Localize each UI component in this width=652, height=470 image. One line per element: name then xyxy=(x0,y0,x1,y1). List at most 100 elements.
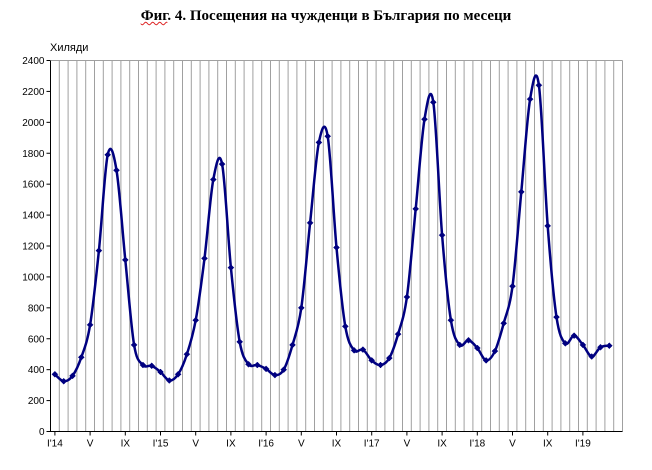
data-point-marker xyxy=(500,319,508,327)
y-tick-label: 800 xyxy=(28,303,45,314)
y-tick-label: 2000 xyxy=(22,118,45,129)
data-point-marker xyxy=(174,370,182,378)
x-tick-label: IX xyxy=(437,439,447,450)
y-tick-label: 1800 xyxy=(22,149,45,160)
data-point-marker xyxy=(412,205,420,213)
data-point-marker xyxy=(341,323,349,330)
data-point-marker xyxy=(526,95,534,103)
x-tick-label: IX xyxy=(121,439,131,450)
data-point-marker xyxy=(271,371,279,379)
y-tick-label: 0 xyxy=(39,427,45,438)
data-point-marker xyxy=(227,264,235,271)
y-tick-label: 400 xyxy=(28,365,45,376)
data-point-marker xyxy=(218,160,226,168)
x-tick-label: IX xyxy=(226,439,236,450)
data-point-marker xyxy=(385,354,393,362)
data-point-marker xyxy=(517,188,525,196)
x-tick-label: I'16 xyxy=(258,439,274,450)
x-tick-label: V xyxy=(298,439,305,450)
x-tick-label: V xyxy=(509,439,516,450)
data-point-marker xyxy=(262,365,270,373)
data-point-marker xyxy=(553,313,560,321)
data-point-marker xyxy=(209,176,217,183)
y-tick-label: 2200 xyxy=(22,87,45,98)
data-point-marker xyxy=(297,304,305,312)
y-axis-label: Хиляди xyxy=(50,42,88,54)
y-tick-label: 600 xyxy=(28,334,45,345)
x-tick-label: IX xyxy=(332,439,342,450)
data-point-marker xyxy=(253,361,261,369)
data-point-marker xyxy=(192,316,200,324)
data-point-marker xyxy=(421,115,428,123)
data-point-marker xyxy=(588,353,596,360)
data-point-marker xyxy=(86,321,94,329)
data-point-marker xyxy=(69,372,76,380)
data-point-marker xyxy=(289,341,296,349)
data-point-marker xyxy=(139,361,147,369)
data-point-marker xyxy=(60,377,68,385)
data-point-marker xyxy=(77,353,85,361)
data-point-marker xyxy=(201,255,208,262)
x-tick-label: I'18 xyxy=(469,439,485,450)
chart-title-prefix: Фиг xyxy=(140,8,168,24)
data-point-marker xyxy=(157,368,164,376)
data-point-marker xyxy=(403,293,411,301)
data-point-marker xyxy=(473,344,481,352)
data-point-marker xyxy=(359,346,367,353)
data-point-marker xyxy=(315,139,323,146)
data-point-marker xyxy=(148,362,156,370)
data-point-marker xyxy=(438,231,446,239)
x-tick-labels: I'14 V IX I'15 V IX I'16 V IX I'17 V IX I'18 V IX I'19 xyxy=(47,431,591,450)
data-point-marker xyxy=(183,350,191,358)
x-tick-label: I'15 xyxy=(153,439,169,450)
data-point-marker xyxy=(333,244,340,251)
data-point-marker xyxy=(535,81,543,89)
data-point-marker xyxy=(597,343,604,351)
data-point-marker xyxy=(95,247,103,254)
y-tick-label: 200 xyxy=(28,396,45,407)
y-tick-label: 1200 xyxy=(22,242,45,253)
x-tick-label: IX xyxy=(543,439,553,450)
data-point-marker xyxy=(245,360,252,368)
data-point-marker xyxy=(113,166,120,174)
data-point-marker xyxy=(394,330,402,338)
data-point-marker xyxy=(465,336,472,344)
x-tick-label: V xyxy=(87,439,94,450)
data-point-marker xyxy=(429,98,437,106)
data-point-marker xyxy=(605,342,613,350)
x-tick-label: I'17 xyxy=(364,439,380,450)
y-tick-label: 2400 xyxy=(22,56,45,67)
y-tick-labels: 0 200 400 600 800 1000 1200 1400 1600 1800 2000 220… xyxy=(22,56,51,438)
data-point-marker xyxy=(456,341,464,349)
chart-title: Фиг. 4. Посещения на чужденци в България… xyxy=(0,8,652,25)
x-tick-label: V xyxy=(192,439,199,450)
series-path xyxy=(54,74,610,383)
chart-title-rest: . 4. Посещения на чужденци в България по… xyxy=(167,8,512,24)
data-point-marker xyxy=(544,222,552,230)
data-point-marker xyxy=(236,338,244,346)
x-tick-label: I'19 xyxy=(575,439,591,450)
data-point-marker xyxy=(368,357,376,364)
data-point-marker xyxy=(324,132,332,140)
data-point-marker xyxy=(121,256,129,264)
data-point-marker xyxy=(447,316,455,324)
data-point-marker xyxy=(570,332,578,340)
data-point-marker xyxy=(165,377,173,384)
data-point-marker xyxy=(306,219,314,227)
data-point-marker xyxy=(491,347,499,355)
x-tick-label: V xyxy=(404,439,411,450)
data-point-marker xyxy=(579,341,587,349)
x-tick-label: I'14 xyxy=(47,439,63,450)
data-point-marker xyxy=(280,366,288,374)
data-point-marker xyxy=(509,282,516,290)
data-point-marker xyxy=(130,341,138,349)
data-point-marker xyxy=(377,361,384,369)
y-tick-label: 1000 xyxy=(22,272,45,283)
data-point-marker xyxy=(51,370,59,378)
data-point-marker xyxy=(482,357,490,364)
data-point-marker xyxy=(350,346,358,354)
y-tick-label: 1400 xyxy=(22,211,45,222)
data-point-marker xyxy=(561,340,569,347)
data-point-marker xyxy=(104,151,112,159)
